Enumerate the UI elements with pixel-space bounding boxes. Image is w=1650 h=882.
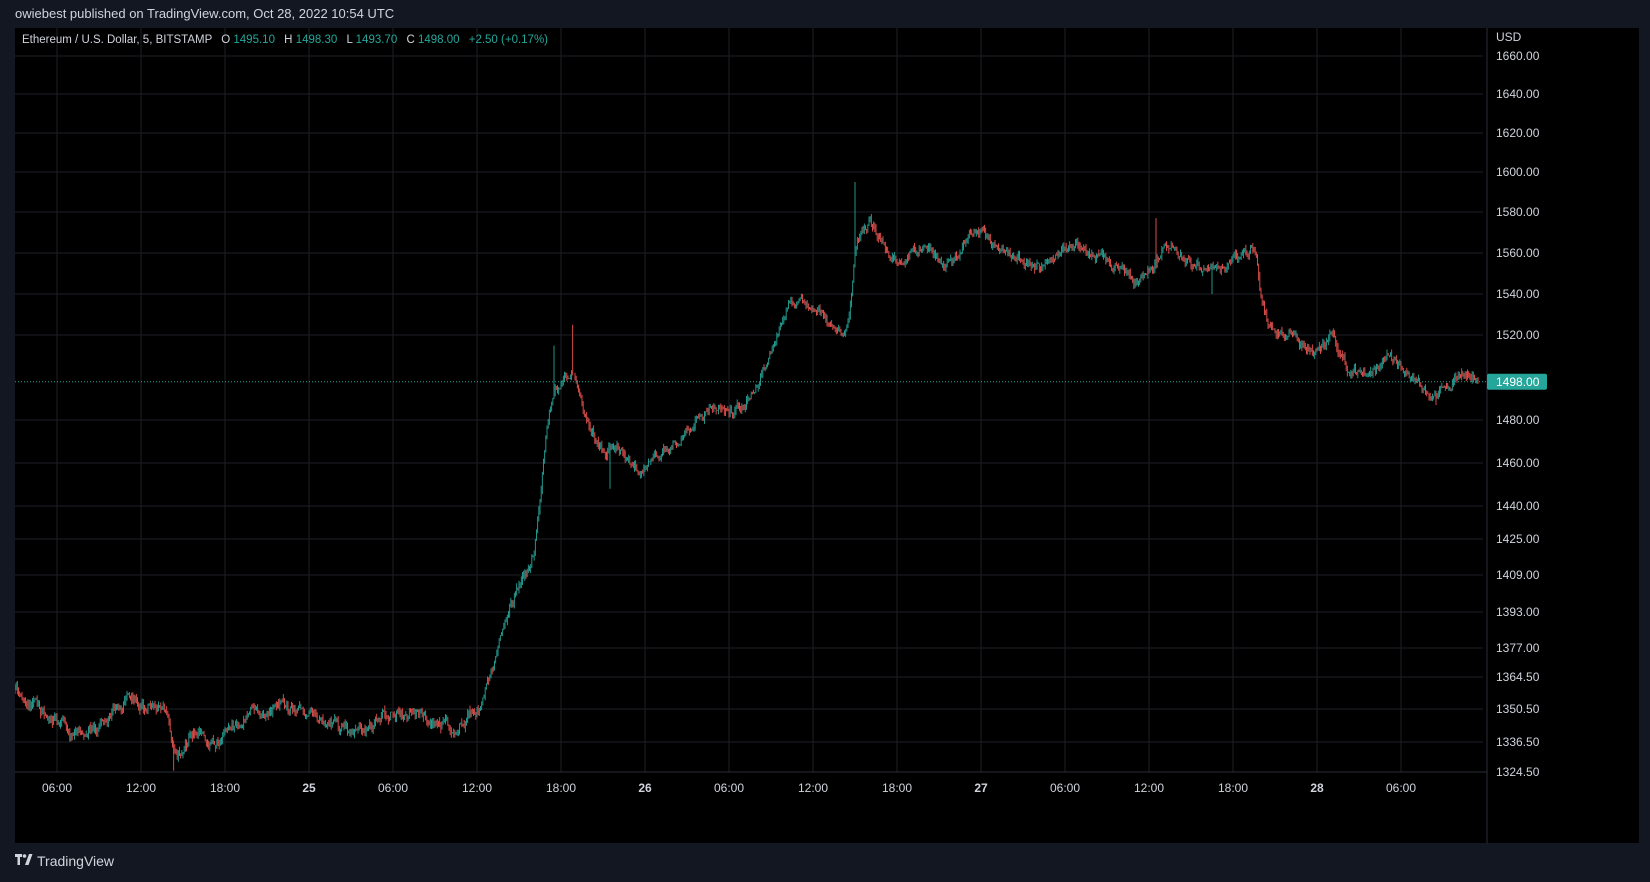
time-tick-label: 18:00: [546, 781, 576, 795]
time-tick-label: 06:00: [714, 781, 744, 795]
price-tick-label: 1425.00: [1496, 532, 1540, 546]
close-value: 1498.00: [418, 34, 460, 46]
brand-label: TradingView: [37, 853, 115, 869]
time-tick-label: 26: [638, 781, 652, 795]
price-tick-label: 1350.50: [1496, 702, 1540, 716]
price-tick-label: 1540.00: [1496, 287, 1540, 301]
price-tick-label: 1660.00: [1496, 49, 1540, 63]
price-tick-label: 1364.50: [1496, 670, 1540, 684]
tradingview-logo-icon: [15, 848, 33, 874]
time-tick-label: 06:00: [1050, 781, 1080, 795]
time-tick-label: 25: [302, 781, 316, 795]
time-tick-label: 06:00: [1386, 781, 1416, 795]
time-axis[interactable]: 06:00 12:00 18:00 25 06:00 12:00 18:00 26 06:00 1…: [42, 781, 1416, 795]
price-tick-label: 1393.00: [1496, 605, 1540, 619]
time-tick-label: 18:00: [1218, 781, 1248, 795]
time-tick-label: 12:00: [1134, 781, 1164, 795]
price-tick-label: 1324.50: [1496, 765, 1540, 779]
low-label: L: [346, 34, 353, 46]
tradingview-logo[interactable]: TradingView: [15, 848, 114, 874]
price-tick-label: 1640.00: [1496, 87, 1540, 101]
price-tick-label: 1580.00: [1496, 205, 1540, 219]
price-tick-label: 1520.00: [1496, 328, 1540, 342]
close-label: C: [406, 34, 414, 46]
time-tick-label: 06:00: [42, 781, 72, 795]
grid-lines: [15, 28, 1483, 773]
price-tick-label: 1620.00: [1496, 126, 1540, 140]
svg-text:Ethereum / U.S. Dollar, 5, BIT: Ethereum / U.S. Dollar, 5, BITSTAMP O 14…: [22, 34, 548, 46]
price-axis[interactable]: 1660.00 1640.00 1620.00 1600.00 1580.00 1560.…: [1496, 49, 1540, 779]
time-tick-label: 18:00: [882, 781, 912, 795]
price-tick-label: 1480.00: [1496, 413, 1540, 427]
time-tick-label: 12:00: [798, 781, 828, 795]
open-label: O: [221, 34, 230, 46]
time-tick-label: 06:00: [378, 781, 408, 795]
price-tick-label: 1560.00: [1496, 246, 1540, 260]
open-value: 1495.10: [233, 34, 275, 46]
price-tick-label: 1440.00: [1496, 499, 1540, 513]
last-price-label: 1498.00: [1496, 375, 1540, 389]
high-label: H: [284, 34, 292, 46]
price-chart[interactable]: 1660.00 1640.00 1620.00 1600.00 1580.00 1560.…: [14, 28, 1639, 843]
candles: [14, 182, 1479, 771]
last-price-badge: 1498.00: [1487, 373, 1547, 390]
chart-frame[interactable]: 1660.00 1640.00 1620.00 1600.00 1580.00 1560.…: [14, 28, 1639, 843]
price-axis-background: [1487, 28, 1639, 843]
change-value: +2.50 (+0.17%): [469, 34, 548, 46]
time-tick-label: 12:00: [126, 781, 156, 795]
time-tick-label: 27: [974, 781, 988, 795]
price-tick-label: 1409.00: [1496, 568, 1540, 582]
price-tick-label: 1460.00: [1496, 456, 1540, 470]
price-tick-label: 1336.50: [1496, 735, 1540, 749]
low-value: 1493.70: [356, 34, 398, 46]
publish-text: owiebest published on TradingView.com, O…: [15, 6, 395, 21]
footer: TradingView: [0, 843, 1650, 882]
symbol-title: Ethereum / U.S. Dollar, 5, BITSTAMP: [22, 34, 213, 46]
ohlc-legend: Ethereum / U.S. Dollar, 5, BITSTAMP O 14…: [22, 34, 548, 46]
price-tick-label: 1600.00: [1496, 165, 1540, 179]
time-tick-label: 28: [1310, 781, 1324, 795]
high-value: 1498.30: [296, 34, 338, 46]
time-tick-label: 18:00: [210, 781, 240, 795]
currency-label: USD: [1496, 30, 1522, 44]
price-tick-label: 1377.00: [1496, 641, 1540, 655]
publish-header: owiebest published on TradingView.com, O…: [0, 0, 1650, 28]
time-tick-label: 12:00: [462, 781, 492, 795]
